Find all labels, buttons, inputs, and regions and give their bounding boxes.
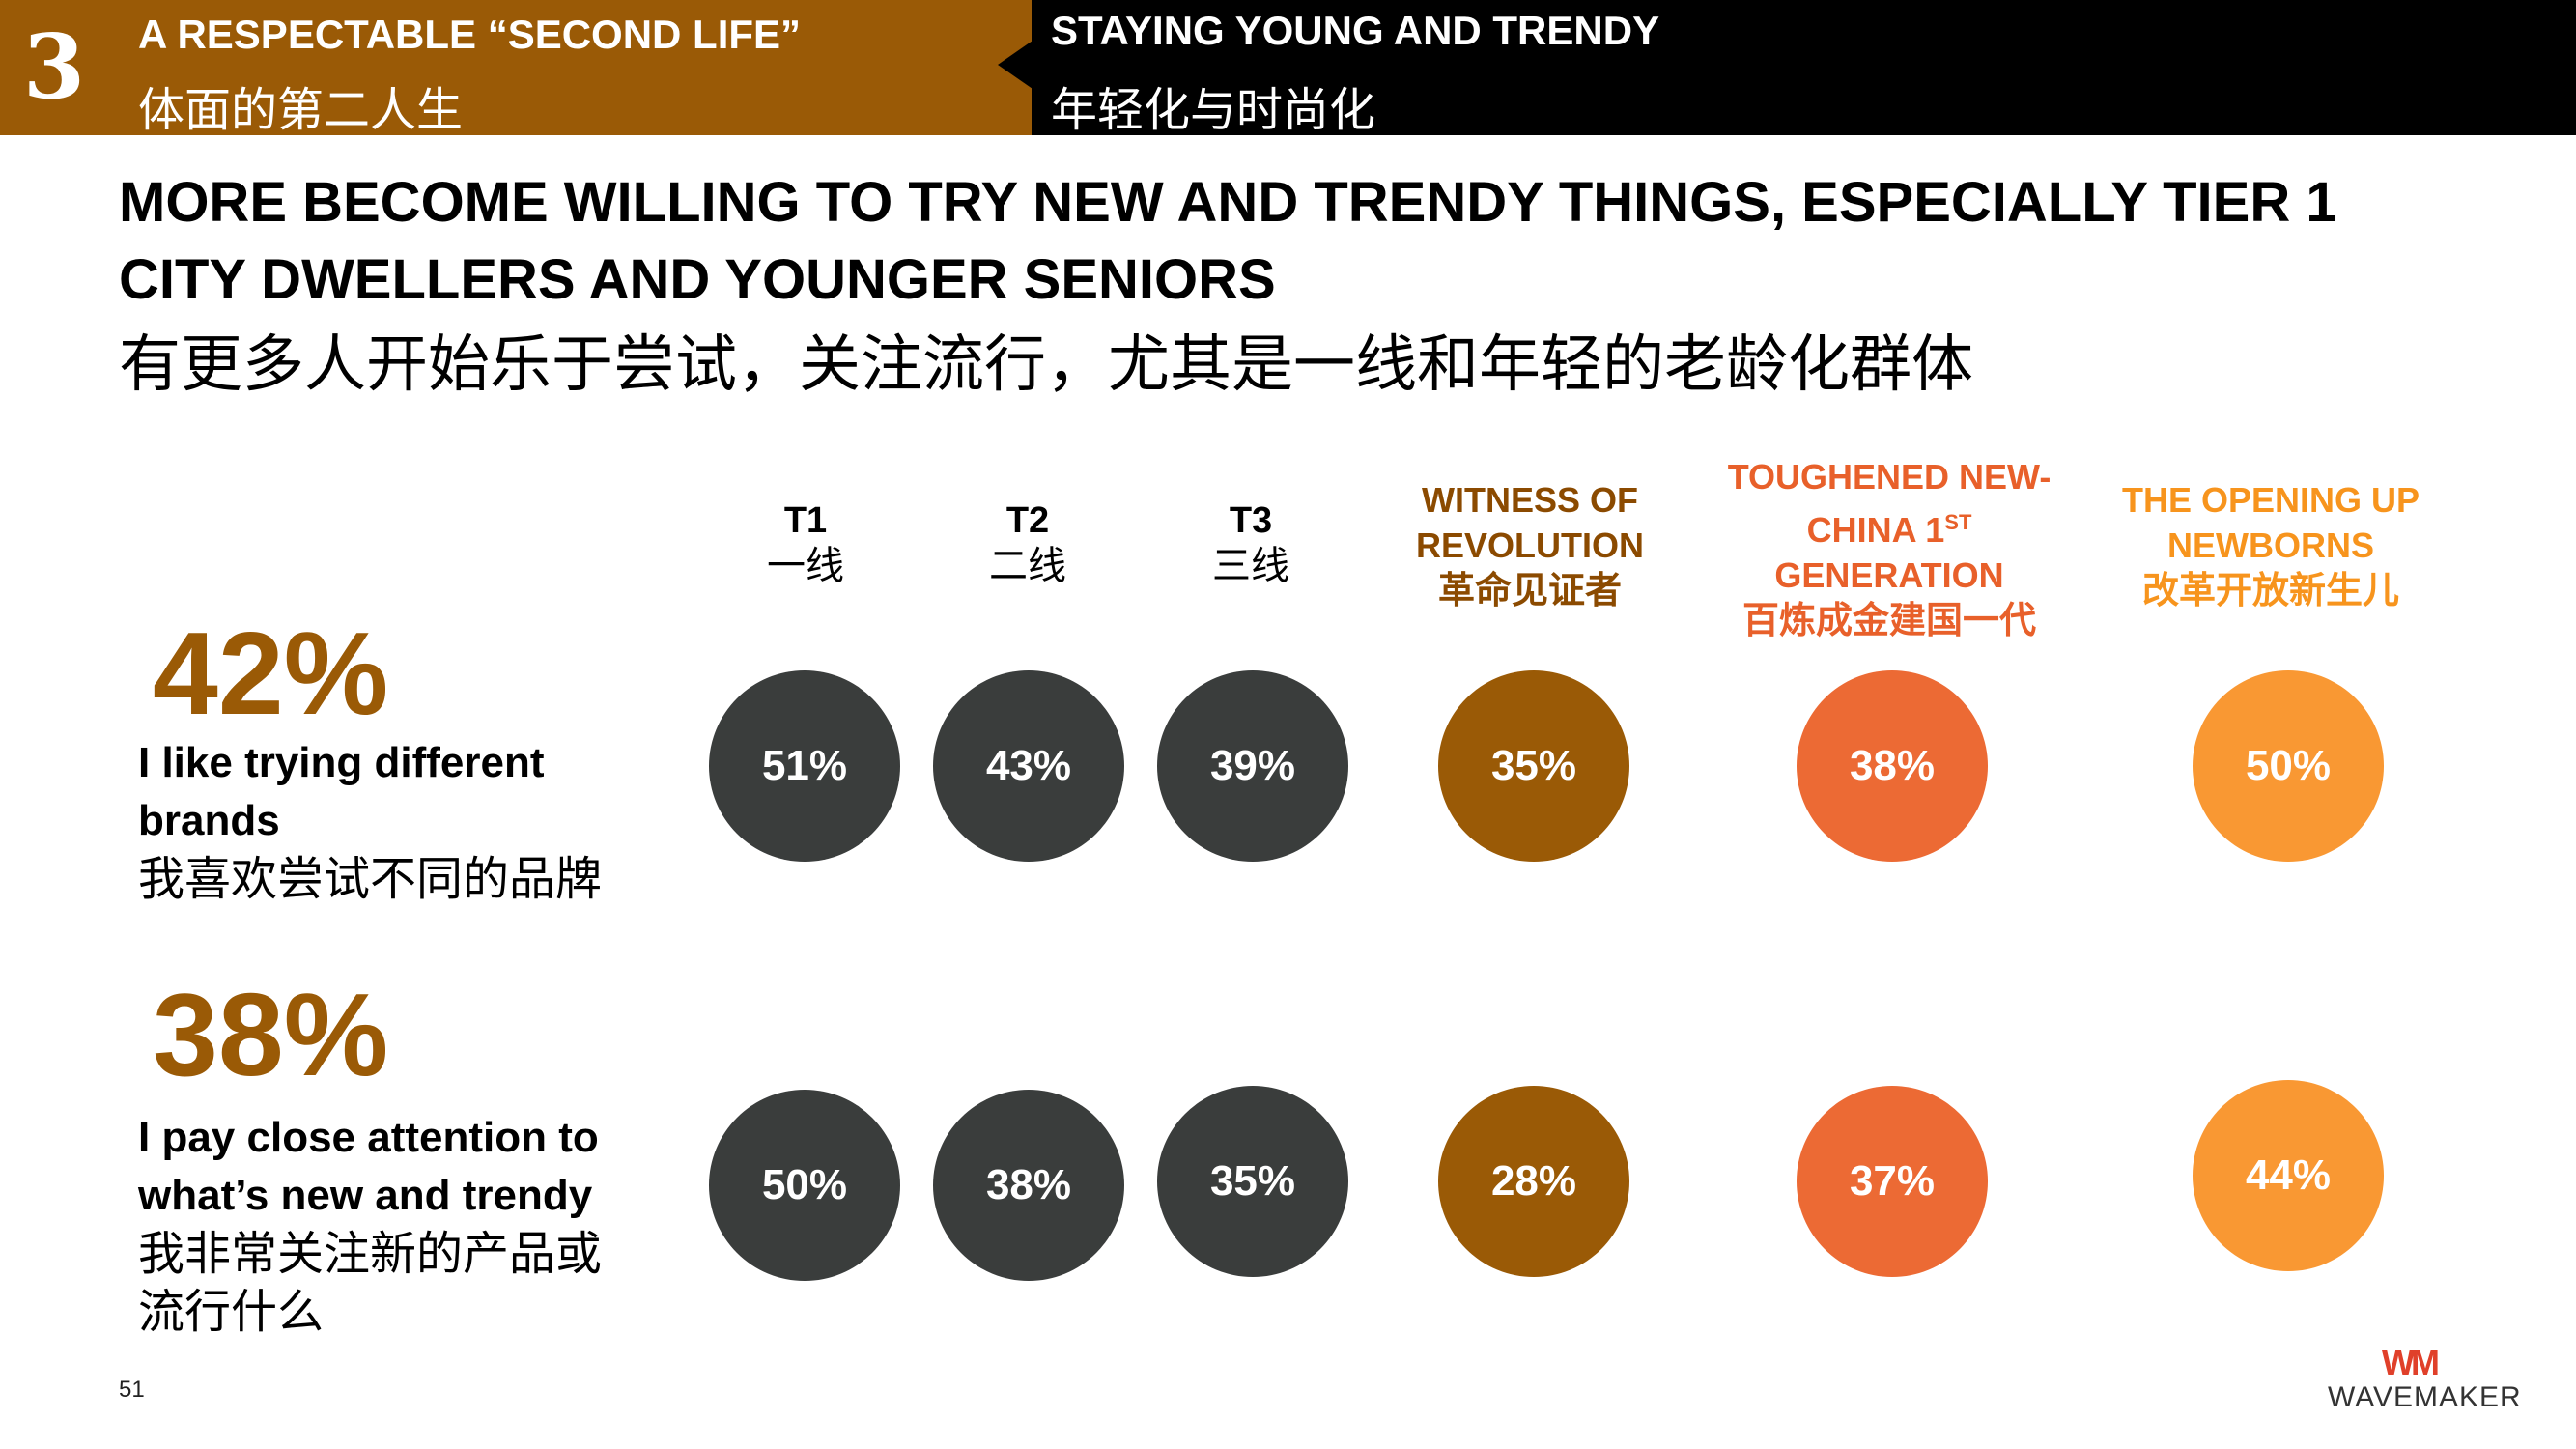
column-header-witness: WITNESS OF REVOLUTION 革命见证者 bbox=[1346, 477, 1713, 613]
column-header-t3: T3 三线 bbox=[1067, 498, 1434, 589]
row2-bubble-toughened: 37% bbox=[1797, 1086, 1988, 1277]
column-header-toughened-line3: GENERATION bbox=[1774, 555, 2004, 595]
row1-statement-en-line2: brands bbox=[138, 797, 280, 844]
column-header-t2: T2 二线 bbox=[844, 498, 1211, 589]
row2-bubble-t2: 38% bbox=[933, 1090, 1124, 1281]
right-title-en: STAYING YOUNG AND TRENDY bbox=[1051, 8, 1660, 53]
section-header-right bbox=[1032, 0, 2576, 135]
row2-bubble-witness: 28% bbox=[1438, 1086, 1629, 1277]
column-header-witness-line2: REVOLUTION bbox=[1415, 526, 1644, 565]
row1-statement-en-line1: I like trying different bbox=[138, 739, 545, 786]
row1-bubble-t3: 39% bbox=[1157, 670, 1348, 862]
slide-title-en-line1: MORE BECOME WILLING TO TRY NEW AND TREND… bbox=[119, 171, 2337, 234]
column-header-t2-label: T2 bbox=[1005, 500, 1050, 541]
column-header-toughened-line2: CHINA 1ST bbox=[1706, 499, 2073, 553]
page-number: 51 bbox=[119, 1377, 145, 1403]
row2-statement-en-line1: I pay close attention to bbox=[138, 1114, 599, 1161]
column-header-opening-up-cn: 改革开放新生儿 bbox=[2141, 569, 2399, 611]
row1-bubble-witness: 35% bbox=[1438, 670, 1629, 862]
left-title-cn: 体面的第二人生 bbox=[138, 83, 464, 137]
row1-bubble-opening-up: 50% bbox=[2193, 670, 2384, 862]
column-header-t1-cn: 一线 bbox=[767, 544, 844, 588]
column-header-toughened-superscript: ST bbox=[1944, 510, 1972, 534]
slide-title-en: MORE BECOME WILLING TO TRY NEW AND TREND… bbox=[119, 164, 2437, 319]
row1-statement-en: I like trying different brands bbox=[138, 734, 679, 850]
column-header-opening-up-line1: THE OPENING UP bbox=[2121, 480, 2420, 520]
slide-title-cn: 有更多人开始乐于尝试，关注流行，尤其是一线和年轻的老龄化群体 bbox=[119, 329, 1973, 401]
column-header-toughened-line1: TOUGHENED NEW- bbox=[1727, 457, 2052, 497]
column-header-toughened-line2-text: CHINA 1 bbox=[1806, 510, 1945, 550]
row2-bubble-t1: 50% bbox=[709, 1090, 900, 1281]
column-header-t2-cn: 二线 bbox=[989, 544, 1066, 588]
row2-statement-en-line2: what’s new and trendy bbox=[138, 1172, 593, 1219]
header-arrow-notch bbox=[998, 41, 1033, 89]
column-header-witness-cn: 革命见证者 bbox=[1437, 569, 1622, 611]
column-header-toughened: TOUGHENED NEW- CHINA 1ST GENERATION 百炼成金… bbox=[1706, 454, 2073, 643]
column-header-witness-line1: WITNESS OF bbox=[1422, 480, 1638, 520]
section-number: 3 bbox=[23, 14, 86, 119]
column-header-t3-label: T3 bbox=[1229, 500, 1273, 541]
row2-bubble-t3: 35% bbox=[1157, 1086, 1348, 1277]
column-header-toughened-cn: 百炼成金建国一代 bbox=[1741, 599, 2036, 641]
row2-overall-percent: 38% bbox=[153, 969, 389, 1100]
row1-overall-percent: 42% bbox=[153, 608, 389, 739]
row2-bubble-opening-up: 44% bbox=[2193, 1080, 2384, 1271]
row1-bubble-t2: 43% bbox=[933, 670, 1124, 862]
slide-title-en-line2: CITY DWELLERS AND YOUNGER SENIORS bbox=[119, 248, 1276, 311]
column-header-opening-up-line2: NEWBORNS bbox=[2167, 526, 2374, 565]
row1-bubble-t1: 51% bbox=[709, 670, 900, 862]
row2-statement-cn: 我非常关注新的产品或 流行什么 bbox=[138, 1225, 679, 1341]
column-header-t3-cn: 三线 bbox=[1212, 544, 1289, 588]
column-header-t1: T1 一线 bbox=[622, 498, 989, 589]
column-header-opening-up: THE OPENING UP NEWBORNS 改革开放新生儿 bbox=[2087, 477, 2454, 613]
row2-statement-cn-line1: 我非常关注新的产品或 bbox=[138, 1227, 603, 1281]
right-title-cn: 年轻化与时尚化 bbox=[1051, 83, 1376, 137]
column-header-t1-label: T1 bbox=[783, 500, 828, 541]
row1-bubble-toughened: 38% bbox=[1797, 670, 1988, 862]
wavemaker-logo-text: WAVEMAKER bbox=[2328, 1381, 2522, 1413]
row2-statement-cn-line2: 流行什么 bbox=[138, 1285, 325, 1339]
wavemaker-logo-mark: WM bbox=[2382, 1343, 2440, 1382]
left-title-en: A RESPECTABLE “SECOND LIFE” bbox=[138, 12, 802, 57]
row1-statement-cn: 我喜欢尝试不同的品牌 bbox=[138, 852, 603, 906]
section-header-left bbox=[0, 0, 1032, 135]
row2-statement-en: I pay close attention to what’s new and … bbox=[138, 1109, 679, 1225]
